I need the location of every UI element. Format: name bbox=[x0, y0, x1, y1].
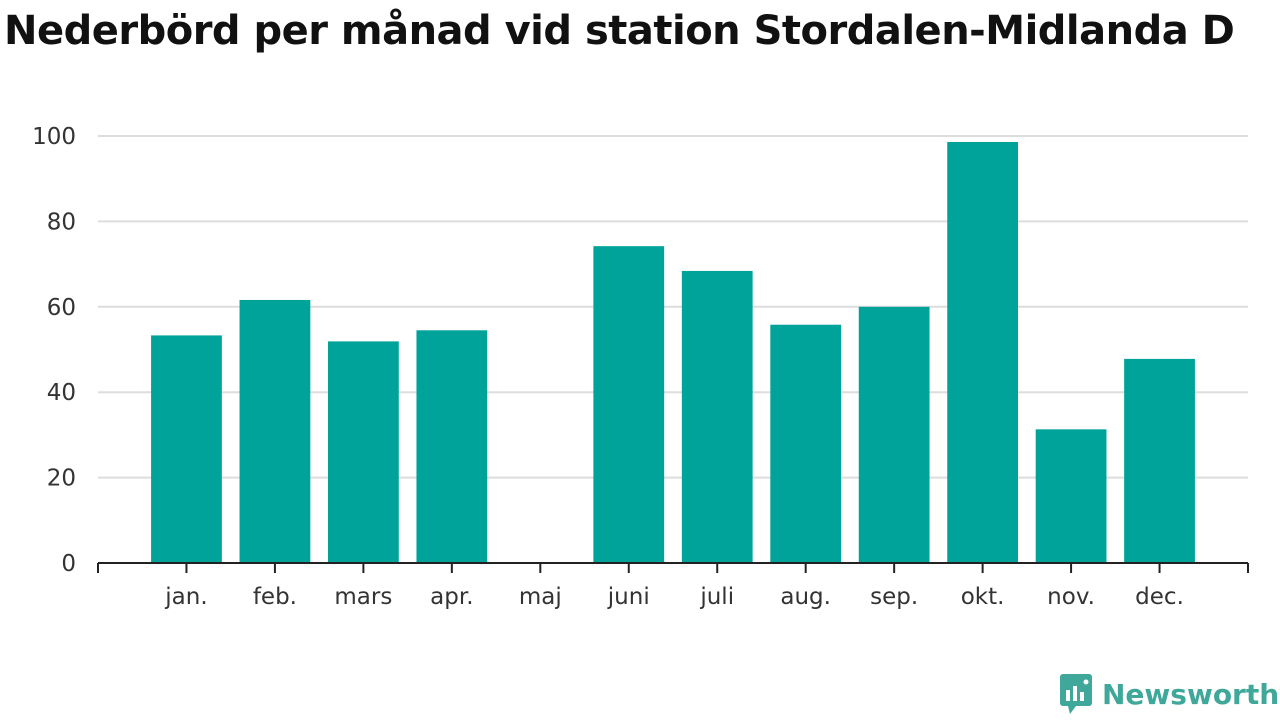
bar-dec bbox=[1124, 358, 1195, 563]
x-tick-label: feb. bbox=[253, 584, 297, 610]
bar-aug bbox=[770, 324, 842, 563]
bar-sep bbox=[858, 306, 930, 563]
x-tick-label: sep. bbox=[870, 584, 918, 610]
bar-jan bbox=[151, 335, 222, 563]
y-tick-label: 40 bbox=[47, 380, 76, 406]
x-tick-label: apr. bbox=[430, 584, 473, 610]
x-tick-label: mars bbox=[334, 584, 392, 610]
x-tick-label: juli bbox=[699, 584, 734, 610]
bar-mars bbox=[328, 341, 399, 563]
x-tick-label: jan. bbox=[164, 584, 207, 610]
bar-juli bbox=[681, 270, 753, 563]
y-tick-label: 80 bbox=[47, 209, 76, 235]
y-tick-label: 100 bbox=[32, 124, 76, 150]
y-tick-label: 20 bbox=[47, 466, 76, 492]
newsworthy-logo-icon bbox=[1060, 674, 1092, 714]
bar-nov bbox=[1035, 429, 1107, 563]
x-tick-label: okt. bbox=[961, 584, 1005, 610]
bar-feb bbox=[239, 299, 311, 563]
x-tick-label: nov. bbox=[1047, 584, 1095, 610]
newsworthy-logo: Newsworthy bbox=[1058, 672, 1280, 716]
x-tick-label: dec. bbox=[1135, 584, 1184, 610]
x-tick-label: aug. bbox=[780, 584, 831, 610]
x-tick-label: maj bbox=[519, 584, 562, 610]
chart-title: Nederbörd per månad vid station Stordale… bbox=[4, 8, 1235, 54]
newsworthy-logo-text: Newsworthy bbox=[1102, 677, 1280, 711]
y-tick-label: 60 bbox=[47, 295, 76, 321]
y-tick-label: 0 bbox=[61, 551, 76, 577]
bar-apr bbox=[416, 330, 488, 563]
bar-juni bbox=[593, 246, 665, 563]
x-tick-label: juni bbox=[607, 584, 650, 610]
bar-okt bbox=[947, 141, 1018, 563]
